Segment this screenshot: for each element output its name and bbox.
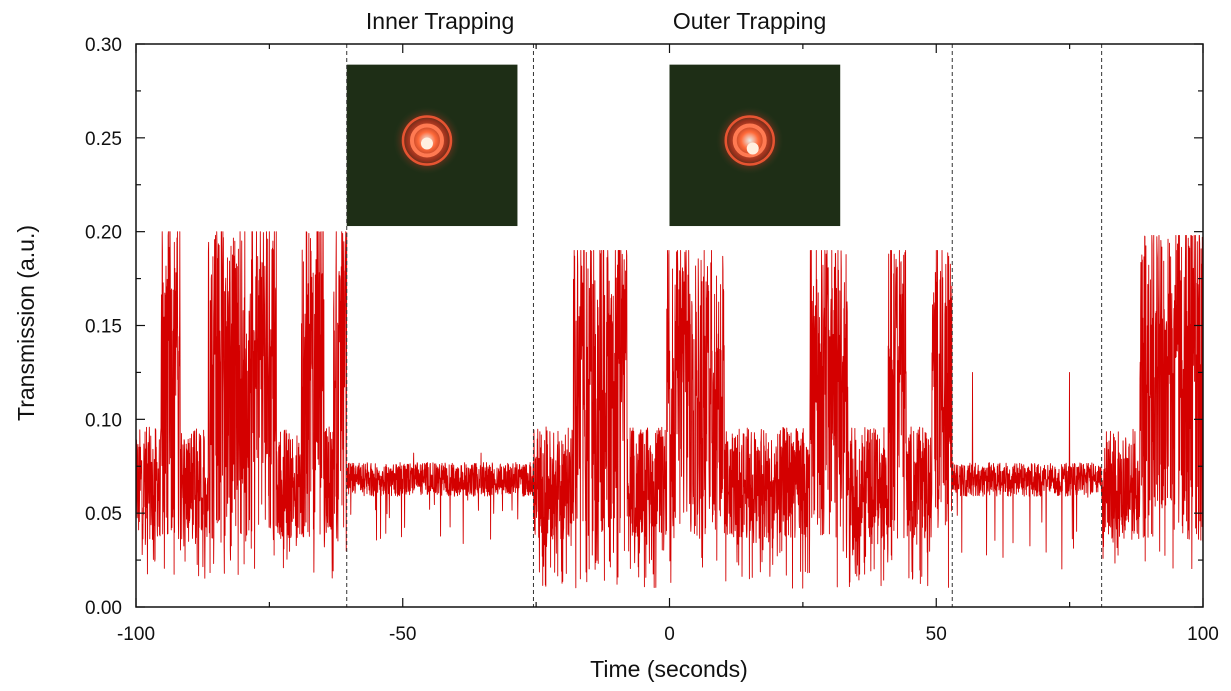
y-tick-label: 0.05 [85,504,122,525]
y-tick-label: 0.20 [85,223,122,244]
outer-trapping-image [669,64,841,227]
y-tick-label: 0.25 [85,129,122,150]
trace-segment [1101,234,1203,570]
y-tick-label: 0.10 [85,410,122,431]
laser-ring-inner [732,123,767,158]
x-tick-label: -50 [389,624,416,645]
y-axis-title: Transmission (a.u.) [13,225,39,421]
y-tick-label: 0.30 [85,35,122,56]
x-tick-labels: -100 -50 0 50 100 [117,624,1219,645]
trapped-particle [420,137,433,150]
inner-trapping-image [346,64,518,227]
inset-images [346,64,841,227]
laser-ring-inner [409,123,444,158]
laser-ring-outer [401,115,453,166]
trace-segment [951,371,1103,570]
x-tick-label: 50 [926,624,947,645]
y-tick-label: 0.00 [85,598,122,619]
trace-segment [533,249,953,589]
transmission-trace [136,231,1203,589]
trace-segment [136,231,348,579]
x-tick-label: 100 [1187,624,1219,645]
y-tick-label: 0.15 [85,317,122,338]
y-tick-labels: 0.00 0.05 0.10 0.15 0.20 0.25 0.30 [85,35,122,619]
x-axis-title: Time (seconds) [590,656,748,682]
x-tick-label: -100 [117,624,155,645]
outer-trapping-label: Outer Trapping [673,8,826,34]
regime-separators [346,44,1103,607]
laser-ring-outer [724,115,775,166]
trapped-particle [746,142,759,155]
inner-trapping-label: Inner Trapping [366,8,514,34]
x-tick-label: 0 [664,624,675,645]
axis-ticks [135,43,1204,608]
trace-segment [346,452,534,545]
